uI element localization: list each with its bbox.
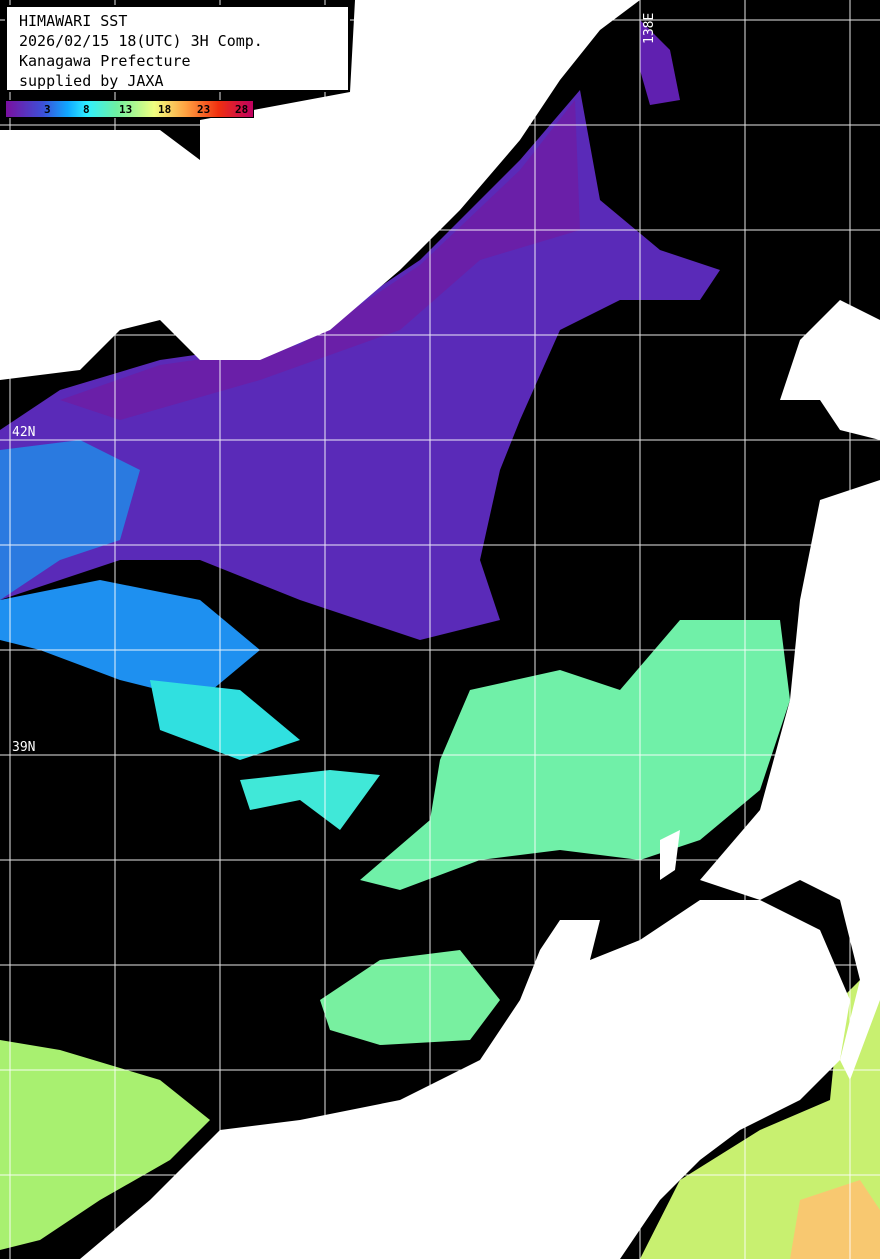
lat-label-42n: 42N	[12, 425, 36, 440]
land-hokkaido	[780, 300, 880, 440]
title-box: HIMAWARI SST 2026/02/15 18(UTC) 3H Comp.…	[5, 5, 350, 92]
scale-tick: 3	[44, 103, 51, 116]
sst-region-cold-deep	[60, 100, 580, 420]
lat-label-39n: 39N	[12, 740, 36, 755]
datetime-line: 2026/02/15 18(UTC) 3H Comp.	[19, 32, 263, 50]
scale-tick: 18	[158, 103, 172, 116]
lon-label-138e: 138E	[642, 12, 657, 44]
source-line: Kanagawa Prefecture	[19, 52, 191, 70]
scale-tick: 23	[197, 103, 211, 116]
sst-region-cyan-mid	[240, 770, 380, 830]
supplier-line: supplied by JAXA	[19, 72, 164, 90]
sst-region-warm-sw	[0, 1040, 210, 1250]
scale-tick: 28	[235, 103, 249, 116]
sst-region-blue-south	[0, 580, 260, 700]
land-honshu	[80, 900, 850, 1259]
sst-region-green-south	[320, 950, 500, 1045]
scale-tick: 13	[119, 103, 133, 116]
title-line: HIMAWARI SST	[19, 12, 128, 30]
sst-region-purple-north	[640, 20, 680, 105]
land-honshu-north	[700, 480, 880, 1080]
sst-region-warm-se	[640, 960, 880, 1259]
land-north	[0, 0, 640, 380]
sst-region-warm-hot	[790, 1180, 880, 1259]
land-sado	[660, 830, 680, 880]
sst-region-blue	[0, 440, 140, 600]
sst-region-cyan	[150, 680, 300, 760]
scale-tick: 8	[83, 103, 90, 116]
color-scale: 3 8 13 18 23 28	[5, 100, 254, 118]
